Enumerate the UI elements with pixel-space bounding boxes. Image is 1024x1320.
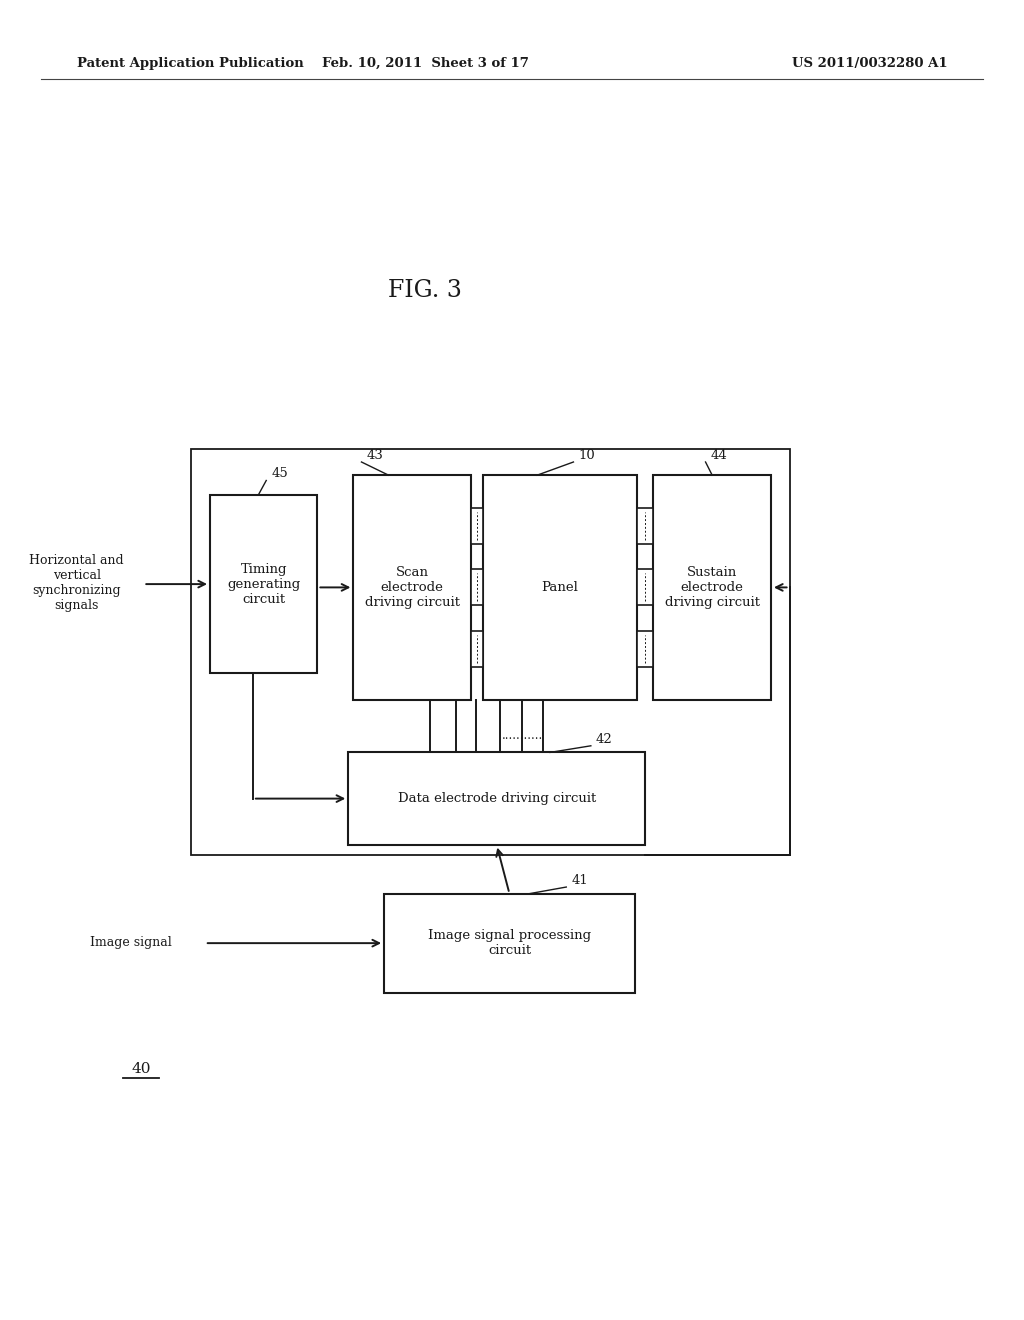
Bar [637,569,653,605]
Text: 40: 40 [131,1063,152,1076]
Bar [637,631,653,667]
Bar [348,752,645,845]
Text: Panel: Panel [542,581,579,594]
Text: Image signal processing
circuit: Image signal processing circuit [428,929,591,957]
Text: Sustain
electrode
driving circuit: Sustain electrode driving circuit [665,566,760,609]
Text: US 2011/0032280 A1: US 2011/0032280 A1 [792,57,947,70]
Text: 10: 10 [579,449,595,462]
Text: 42: 42 [596,733,612,746]
Text: Scan
electrode
driving circuit: Scan electrode driving circuit [365,566,460,609]
Bar [210,495,317,673]
Bar [471,631,483,667]
Text: Feb. 10, 2011  Sheet 3 of 17: Feb. 10, 2011 Sheet 3 of 17 [322,57,528,70]
Text: Patent Application Publication: Patent Application Publication [77,57,303,70]
Bar [653,475,771,700]
Bar [191,449,790,855]
Text: Horizontal and
vertical
synchronizing
signals: Horizontal and vertical synchronizing si… [30,554,124,612]
Text: 41: 41 [571,874,588,887]
Bar [353,475,471,700]
Bar [471,508,483,544]
Bar [483,475,637,700]
Bar [384,894,635,993]
Text: 43: 43 [367,449,383,462]
Text: 44: 44 [711,449,727,462]
Text: ...........: ........... [502,729,543,742]
Bar [637,508,653,544]
Text: Image signal: Image signal [90,936,172,949]
Text: Data electrode driving circuit: Data electrode driving circuit [397,792,596,805]
Bar [471,569,483,605]
Text: FIG. 3: FIG. 3 [388,279,462,302]
Text: Timing
generating
circuit: Timing generating circuit [227,562,300,606]
Text: 45: 45 [271,467,288,480]
